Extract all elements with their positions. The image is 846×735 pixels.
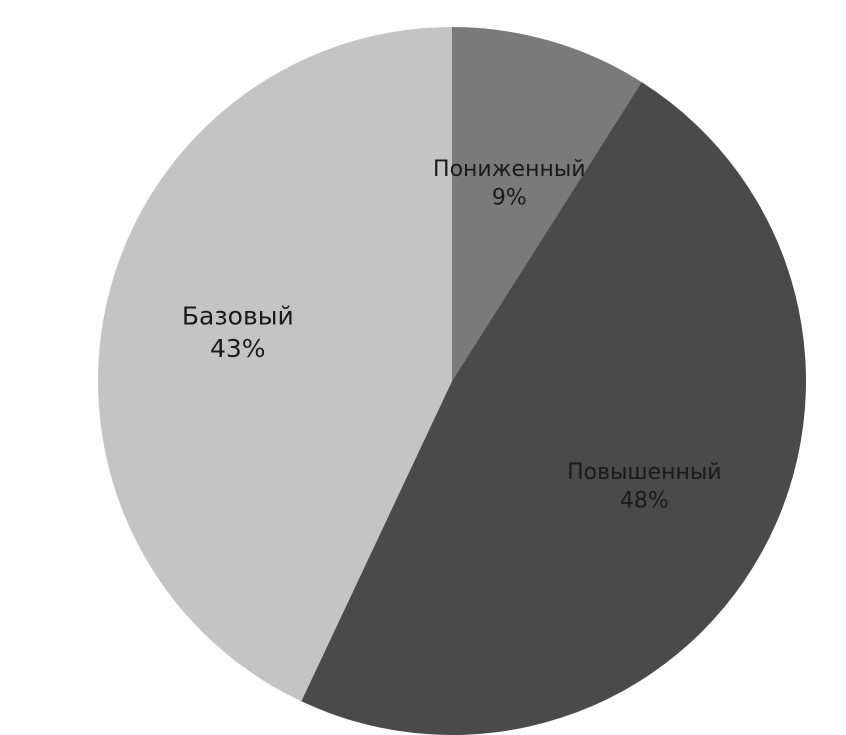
pie-slice-3 [97, 27, 452, 702]
slice-category-label: Пониженный [433, 157, 585, 182]
pie-slice-2 [301, 82, 806, 735]
pie-slice-1 [452, 27, 642, 381]
slice-percent-label: 9% [492, 186, 527, 211]
slice-category-label: Повышенный [567, 460, 721, 485]
slices-layer [97, 27, 806, 735]
slice-data-label-2: Повышенный 48% [567, 460, 721, 514]
slice-data-label-3: Базовый 43% [182, 301, 294, 363]
labels-layer: Пониженный 9% Повышенный 48% Базовый 43% [182, 157, 722, 513]
slice-category-label: Базовый [182, 301, 294, 330]
slice-percent-label: 48% [620, 489, 669, 514]
slice-data-label-1: Пониженный 9% [433, 157, 585, 211]
slice-percent-label: 43% [210, 334, 266, 363]
